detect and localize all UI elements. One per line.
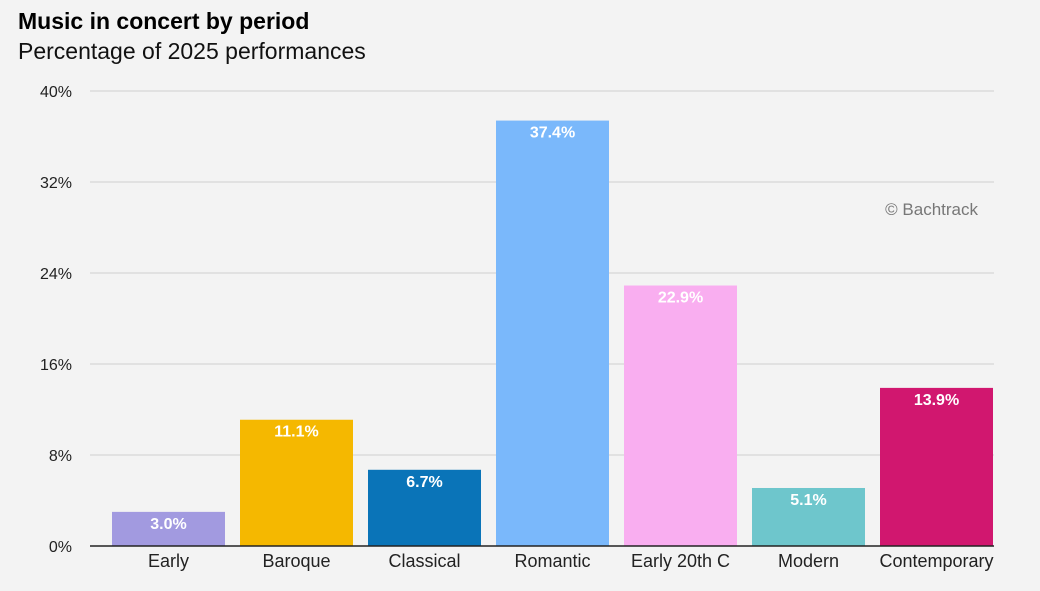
x-axis-categories: Early Baroque Classical Romantic Early 20th …	[148, 551, 994, 571]
source-credit: © Bachtrack	[885, 200, 978, 219]
bar-early	[112, 511, 225, 546]
bar-classical	[368, 469, 481, 546]
x-category-label: Early	[148, 551, 189, 571]
x-category-label: Baroque	[262, 551, 330, 571]
data-label: 3.0%	[150, 516, 186, 533]
y-axis-ticks: 0% 8% 16% 24% 32% 40%	[40, 84, 72, 556]
y-tick-label: 0%	[49, 539, 72, 556]
chart-title: Music in concert by period	[18, 8, 310, 34]
data-label: 6.7%	[406, 474, 442, 491]
x-category-label: Early 20th C	[631, 551, 730, 571]
y-tick-label: 40%	[40, 84, 72, 101]
y-tick-label: 32%	[40, 175, 72, 192]
data-labels: 3.0% 11.1% 6.7% 37.4% 22.9% 5.1% 13.9%	[150, 125, 959, 533]
y-tick-label: 24%	[40, 266, 72, 283]
bar-contemporary	[880, 387, 993, 546]
bar-early-20th-c	[624, 285, 737, 546]
y-tick-label: 16%	[40, 357, 72, 374]
bars	[112, 120, 993, 546]
data-label: 5.1%	[790, 492, 826, 509]
x-category-label: Modern	[778, 551, 839, 571]
data-label: 11.1%	[274, 424, 318, 441]
x-category-label: Classical	[388, 551, 460, 571]
data-label: 13.9%	[914, 392, 959, 409]
chart-subtitle: Percentage of 2025 performances	[18, 38, 366, 64]
data-label: 22.9%	[658, 290, 703, 307]
bar-modern	[752, 487, 865, 546]
bar-romantic	[496, 120, 609, 546]
data-label: 37.4%	[530, 125, 575, 142]
x-category-label: Contemporary	[879, 551, 993, 571]
y-tick-label: 8%	[49, 448, 72, 465]
bar-baroque	[240, 419, 353, 546]
x-category-label: Romantic	[514, 551, 590, 571]
